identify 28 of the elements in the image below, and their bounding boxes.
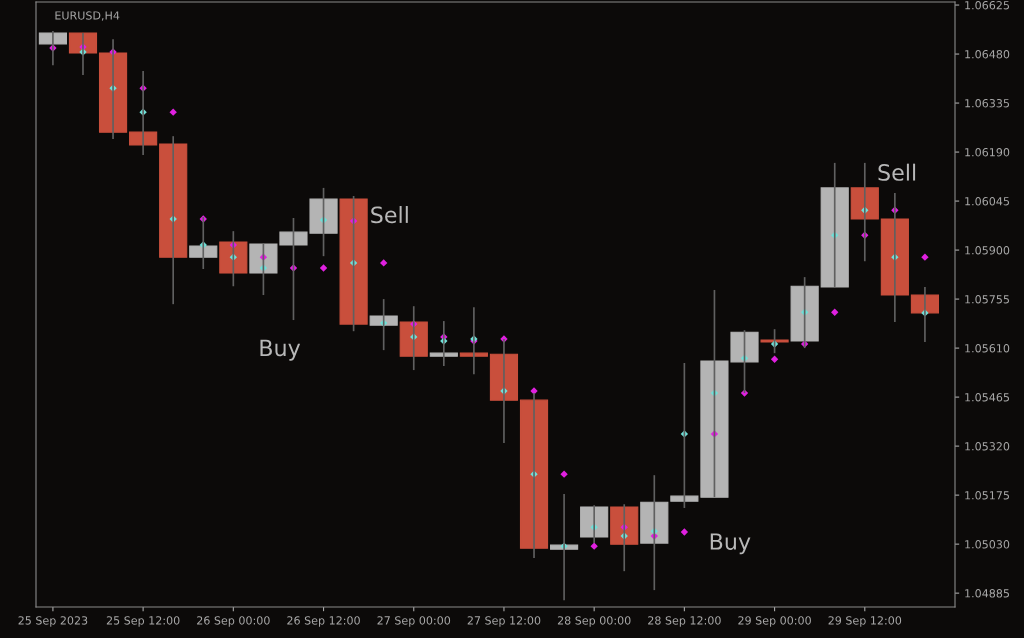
annotation: Buy (260, 339, 301, 361)
y-tick-label: 1.06480 (965, 50, 1010, 59)
y-tick-label: 1.05755 (965, 295, 1009, 304)
y-tick-label: 1.06190 (965, 148, 1010, 157)
x-tick-label: 27 Sep 00:00 (377, 616, 451, 627)
y-tick-label: 1.06625 (965, 1, 1009, 10)
x-tick-label: 28 Sep 12:00 (648, 616, 721, 627)
y-tick-label: 1.05610 (965, 344, 1010, 353)
y-tick-label: 1.05320 (965, 442, 1010, 451)
y-tick-label: 1.05030 (965, 540, 1010, 549)
x-tick-label: 29 Sep 00:00 (738, 616, 811, 627)
y-tick-label: 1.06335 (965, 99, 1009, 108)
text: EURUSD,H4 (55, 11, 120, 21)
annotation: Sell (878, 163, 916, 181)
x-tick-label: 26 Sep 12:00 (287, 616, 360, 627)
x-tick-label: 29 Sep 12:00 (828, 616, 902, 627)
y-tick-label: 1.06045 (965, 197, 1009, 206)
x-tick-label: 25 Sep 12:00 (106, 616, 180, 627)
x-tick-label: 26 Sep 00:00 (197, 616, 270, 627)
x-tick-label: 27 Sep 12:00 (467, 616, 541, 627)
y-tick-label: 1.04885 (965, 589, 1009, 598)
y-tick-label: 1.05175 (965, 491, 1009, 500)
x-tick-label: 28 Sep 00:00 (557, 616, 631, 627)
annotation: Sell (371, 206, 408, 224)
y-tick-label: 1.05465 (965, 393, 1009, 402)
x-tick-label: 25 Sep 2023 (18, 616, 88, 627)
annotation: Buy (710, 533, 751, 555)
y-tick-label: 1.05900 (965, 246, 1010, 255)
